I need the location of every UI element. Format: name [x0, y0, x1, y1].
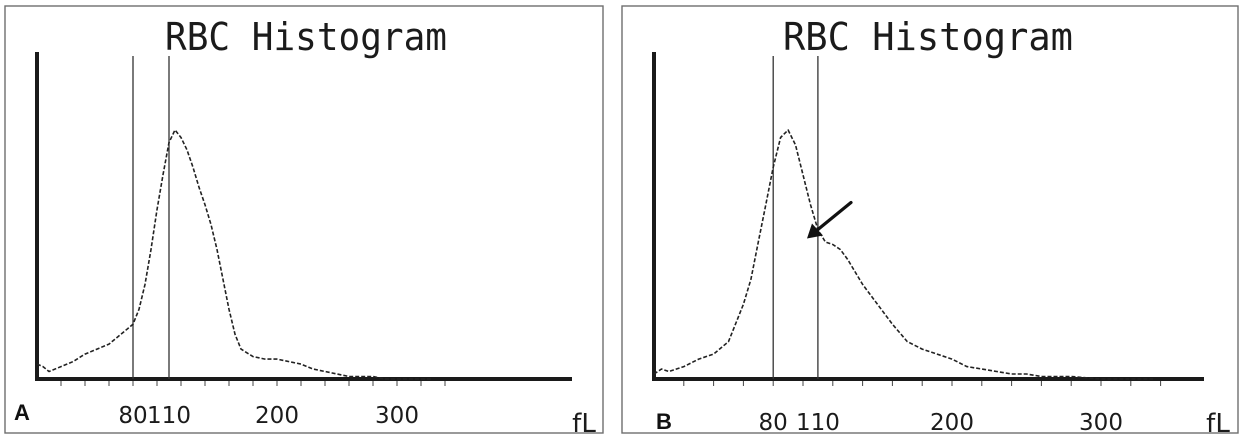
panel-a-tick-label-200: 200 [255, 403, 299, 429]
panel-b-letter: B [656, 409, 672, 434]
panel-b-tick-label-80: 80 [759, 410, 788, 436]
panel-b-axes [652, 52, 1204, 386]
panel-a-tick-label-300: 300 [375, 403, 419, 429]
panel-b-distribution-curve [653, 129, 1154, 380]
panel-a-unit-label: fL [572, 409, 596, 439]
panel-b-arrow-annotation [807, 200, 853, 239]
panel-b-tick-label-300: 300 [1079, 410, 1123, 436]
arrow-head [807, 223, 823, 239]
panel-a-frame [4, 5, 604, 434]
panel-b-unit-label: fL [1206, 409, 1230, 439]
panel-b-title: RBC Histogram [783, 15, 1073, 59]
panel-b-tick-label-200: 200 [930, 410, 974, 436]
panel-a-title: RBC Histogram [165, 15, 447, 59]
panel-a-curve-layer [36, 129, 433, 380]
panel-a-tick-label-80: 80 [118, 403, 147, 429]
panel-a-tick-label-110: 110 [147, 403, 191, 429]
panel-b-tick-label-110: 110 [796, 410, 840, 436]
panel-a-tick-labels: 80 110 200 300 [118, 403, 419, 429]
arrow-shaft [811, 200, 853, 236]
panel-b-reference-lines [772, 56, 819, 379]
panel-a-axes [35, 52, 572, 386]
panel-a-distribution-curve [36, 129, 433, 380]
panel-b-frame [621, 5, 1239, 434]
panel-a-letter: A [14, 400, 30, 425]
panel-b-tick-labels: 80 110 200 300 [759, 410, 1123, 436]
panel-b-curve-layer [653, 129, 1154, 380]
